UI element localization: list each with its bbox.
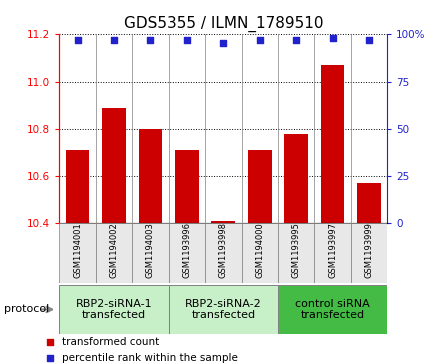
Text: GSM1194000: GSM1194000 xyxy=(255,222,264,278)
Text: transformed count: transformed count xyxy=(62,337,159,347)
Text: GSM1194003: GSM1194003 xyxy=(146,222,155,278)
Bar xyxy=(59,223,96,283)
Text: GSM1194001: GSM1194001 xyxy=(73,222,82,278)
Bar xyxy=(205,223,242,283)
Text: control siRNA
transfected: control siRNA transfected xyxy=(295,299,370,320)
Bar xyxy=(102,108,126,223)
Bar xyxy=(139,129,162,223)
Bar xyxy=(169,223,205,283)
Bar xyxy=(242,223,278,283)
Bar xyxy=(59,285,169,334)
Text: GSM1193999: GSM1193999 xyxy=(364,222,374,278)
Bar xyxy=(66,150,89,223)
Text: RBP2-siRNA-1
transfected: RBP2-siRNA-1 transfected xyxy=(76,299,152,320)
Bar xyxy=(169,285,278,334)
Text: GSM1193995: GSM1193995 xyxy=(292,222,301,278)
Point xyxy=(46,339,53,345)
Point xyxy=(220,40,227,46)
Bar xyxy=(96,223,132,283)
Point xyxy=(147,37,154,43)
Text: protocol: protocol xyxy=(4,305,50,314)
Bar xyxy=(175,150,199,223)
Bar xyxy=(132,223,169,283)
Bar xyxy=(351,223,387,283)
Bar xyxy=(212,221,235,223)
Text: GSM1194002: GSM1194002 xyxy=(110,222,118,278)
Text: GSM1193998: GSM1193998 xyxy=(219,222,228,278)
Point xyxy=(110,37,117,43)
Point xyxy=(293,37,300,43)
Point xyxy=(46,356,53,362)
Text: GSM1193996: GSM1193996 xyxy=(182,222,191,278)
Title: GDS5355 / ILMN_1789510: GDS5355 / ILMN_1789510 xyxy=(124,16,323,32)
Bar xyxy=(321,65,345,223)
Bar xyxy=(284,134,308,223)
Text: GSM1193997: GSM1193997 xyxy=(328,222,337,278)
Bar xyxy=(278,223,314,283)
Bar xyxy=(248,150,271,223)
Bar xyxy=(357,183,381,223)
Point xyxy=(366,37,373,43)
Bar xyxy=(278,285,387,334)
Text: RBP2-siRNA-2
transfected: RBP2-siRNA-2 transfected xyxy=(185,299,262,320)
Text: percentile rank within the sample: percentile rank within the sample xyxy=(62,354,238,363)
Point xyxy=(74,37,81,43)
Point xyxy=(183,37,191,43)
Point xyxy=(256,37,263,43)
Bar xyxy=(314,223,351,283)
Point xyxy=(329,35,336,41)
